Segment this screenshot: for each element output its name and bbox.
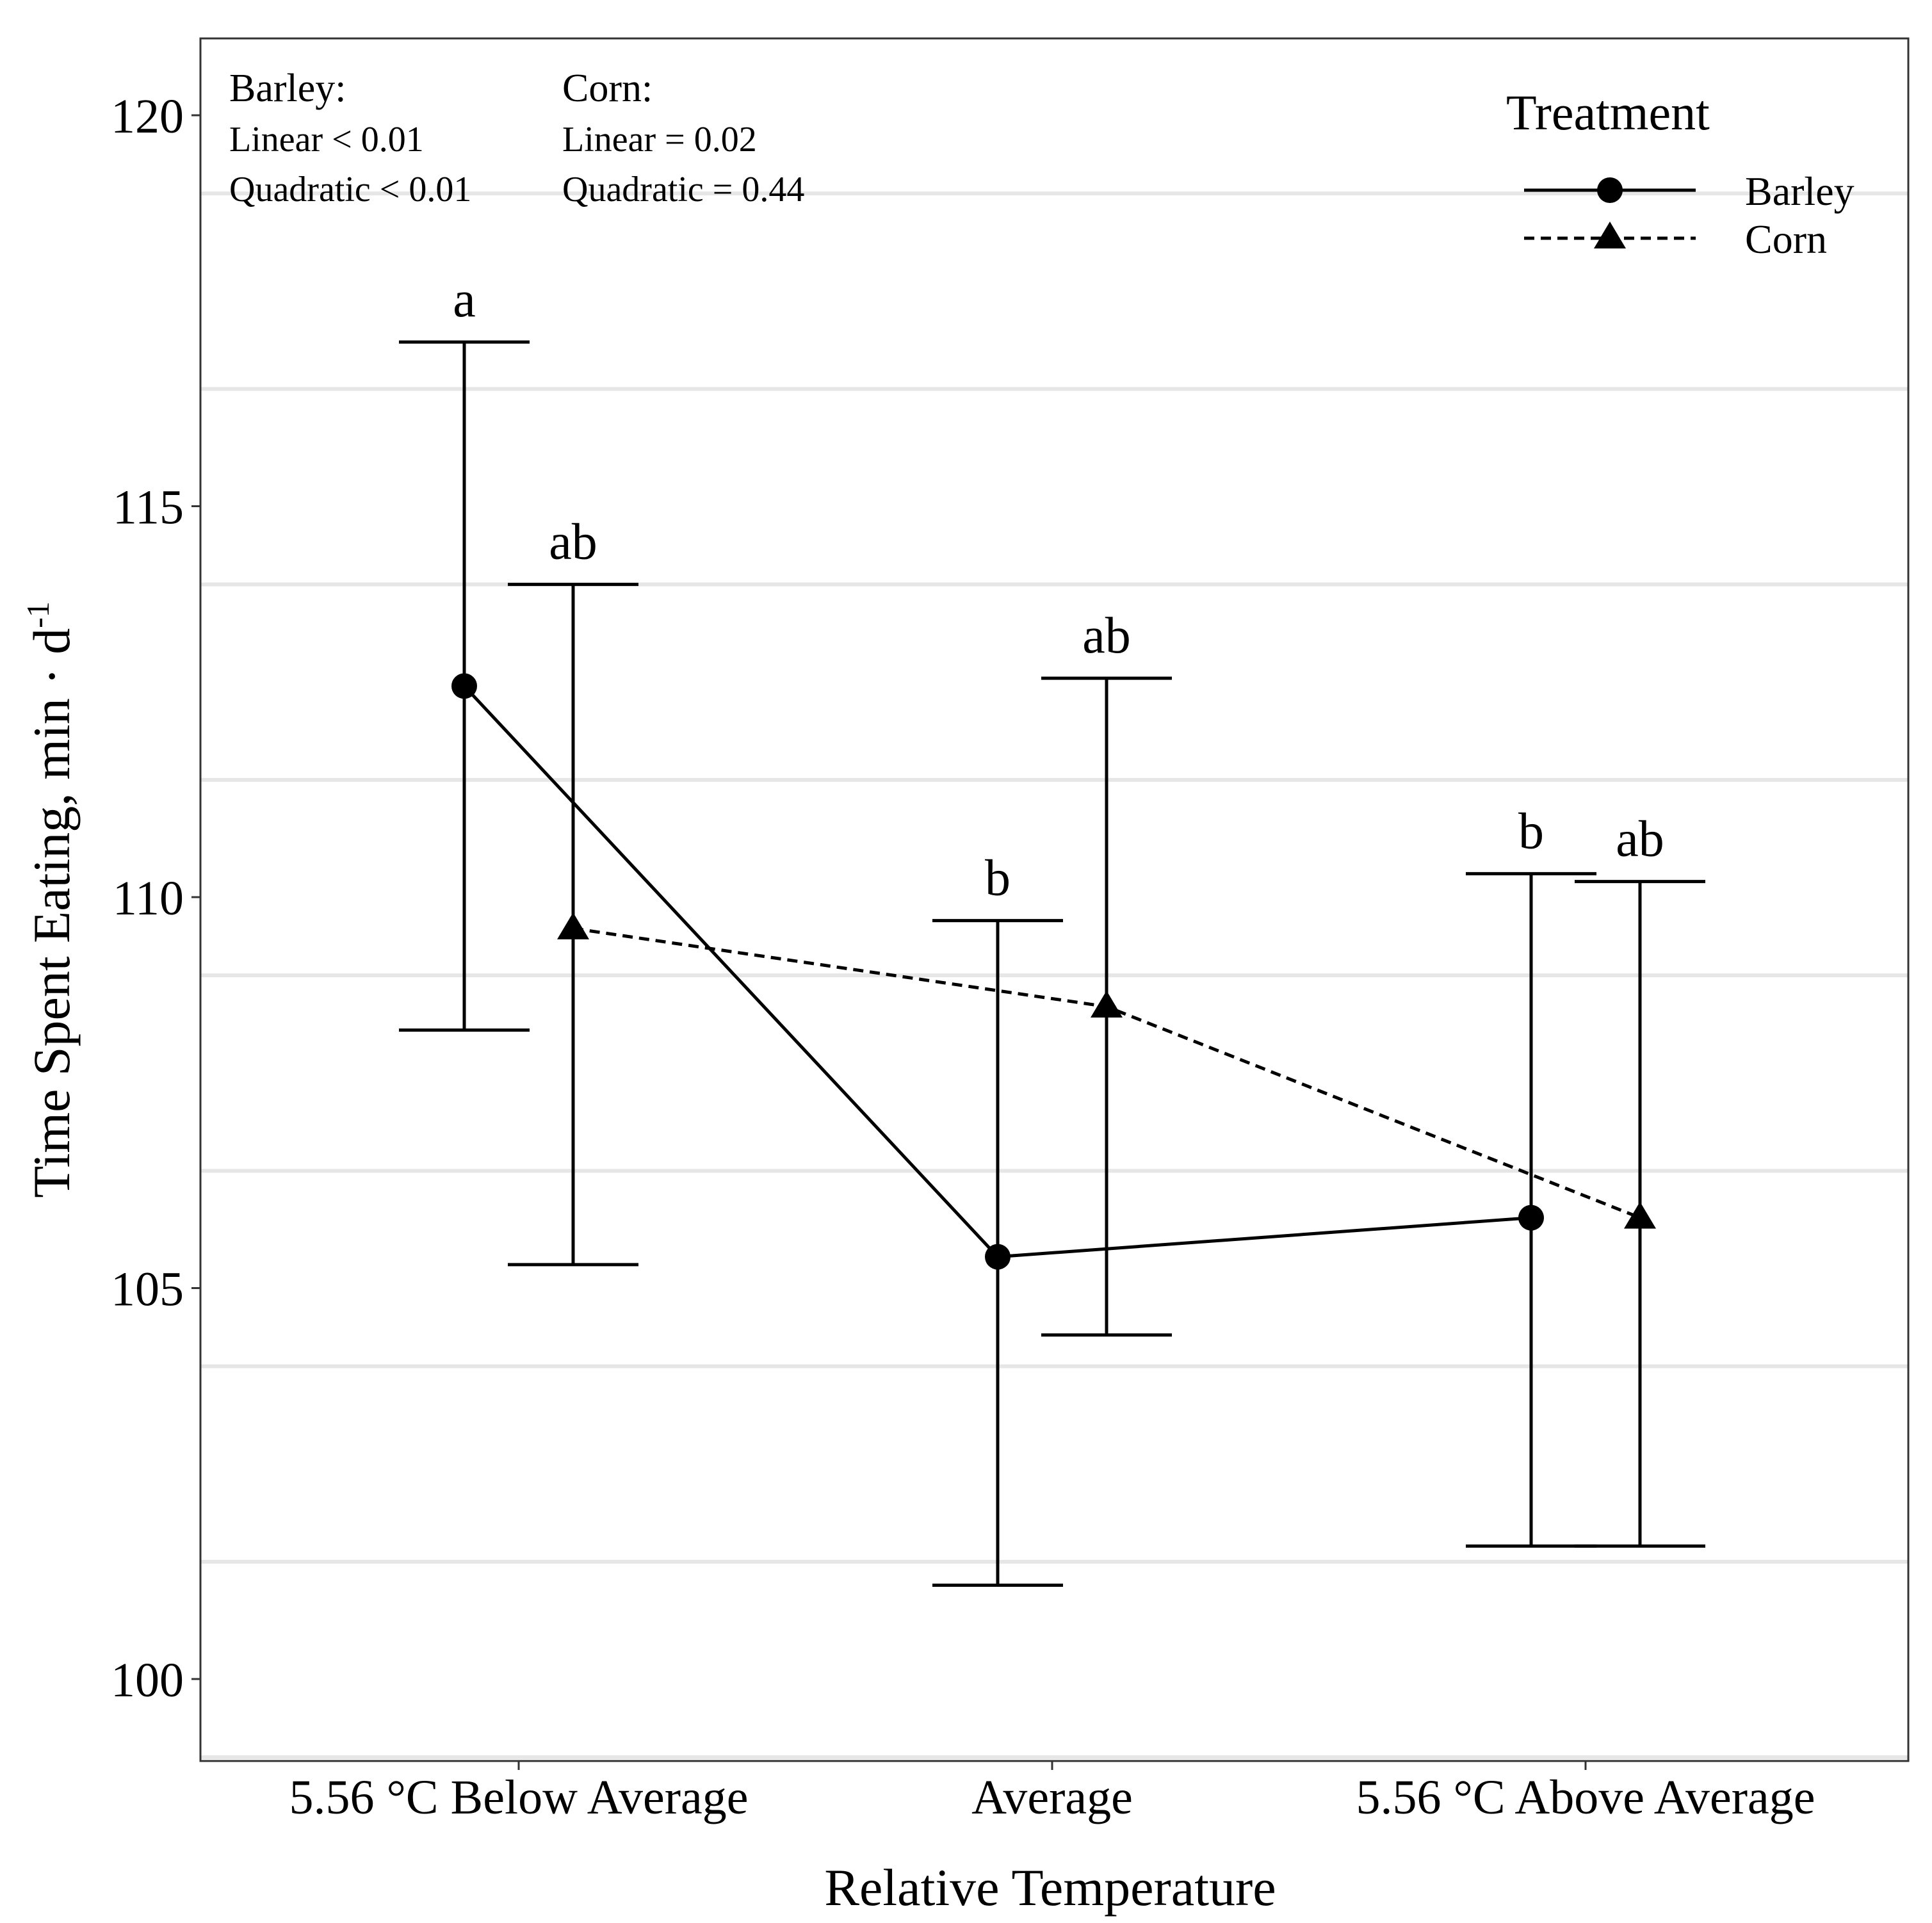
corn-stats-linear: Linear = 0.02 xyxy=(562,120,757,159)
x-tick-label: 5.56 °C Below Average xyxy=(289,1771,748,1824)
significance-letter: ab xyxy=(1082,608,1131,664)
legend-barley-label: Barley xyxy=(1745,168,1855,214)
stats-annotation-barley: Barley: Linear < 0.01 Quadratic < 0.01 xyxy=(229,67,471,209)
x-axis: 5.56 °C Below Average Average 5.56 °C Abov… xyxy=(289,1761,1815,1824)
legend-barley-marker xyxy=(1597,177,1623,203)
significance-letter: ab xyxy=(549,514,597,571)
x-tick-label: 5.56 °C Above Average xyxy=(1356,1771,1815,1824)
legend-title: Treatment xyxy=(1506,85,1710,140)
significance-letter: b xyxy=(985,850,1011,907)
barley-stats-heading: Barley: xyxy=(229,67,346,110)
y-tick-label: 100 xyxy=(111,1653,184,1707)
corn-stats-heading: Corn: xyxy=(562,67,653,110)
x-axis-title: Relative Temperature xyxy=(824,1858,1276,1917)
legend-corn-marker xyxy=(1594,222,1626,248)
y-tick-label: 120 xyxy=(111,90,184,143)
significance-letter: ab xyxy=(1616,811,1664,868)
significance-letter: b xyxy=(1518,803,1544,859)
corn-point xyxy=(1624,1201,1656,1229)
corn-point xyxy=(1091,990,1123,1018)
series-corn: ab ab ab xyxy=(508,514,1705,1548)
y-tick-label: 105 xyxy=(111,1263,184,1317)
barley-point xyxy=(1518,1205,1544,1231)
y-tick-label: 115 xyxy=(113,481,184,535)
corn-stats-quadratic: Quadratic = 0.44 xyxy=(562,170,804,209)
barley-point xyxy=(451,673,477,699)
y-axis: 100 105 110 115 120 xyxy=(111,90,200,1707)
y-axis-title: Time Spent Eating, min · d-1 xyxy=(20,601,81,1198)
significance-letter: a xyxy=(453,272,476,328)
x-tick-label: Average xyxy=(971,1771,1133,1824)
barley-point xyxy=(985,1244,1011,1270)
y-tick-label: 110 xyxy=(113,872,184,925)
y-axis-title-main: Time Spent Eating, min · d xyxy=(22,628,81,1198)
y-axis-title-superscript: -1 xyxy=(20,601,56,628)
legend-corn-label: Corn xyxy=(1745,216,1827,262)
barley-stats-linear: Linear < 0.01 xyxy=(229,120,424,159)
series-barley: abb xyxy=(399,272,1596,1587)
panel-border xyxy=(199,37,1910,1762)
grid-layer xyxy=(200,191,1908,1760)
stats-annotation-corn: Corn: Linear = 0.02 Quadratic = 0.44 xyxy=(562,67,804,209)
barley-stats-quadratic: Quadratic < 0.01 xyxy=(229,170,471,209)
corn-point xyxy=(557,912,589,939)
legend: Treatment Barley Corn xyxy=(1506,85,1855,262)
